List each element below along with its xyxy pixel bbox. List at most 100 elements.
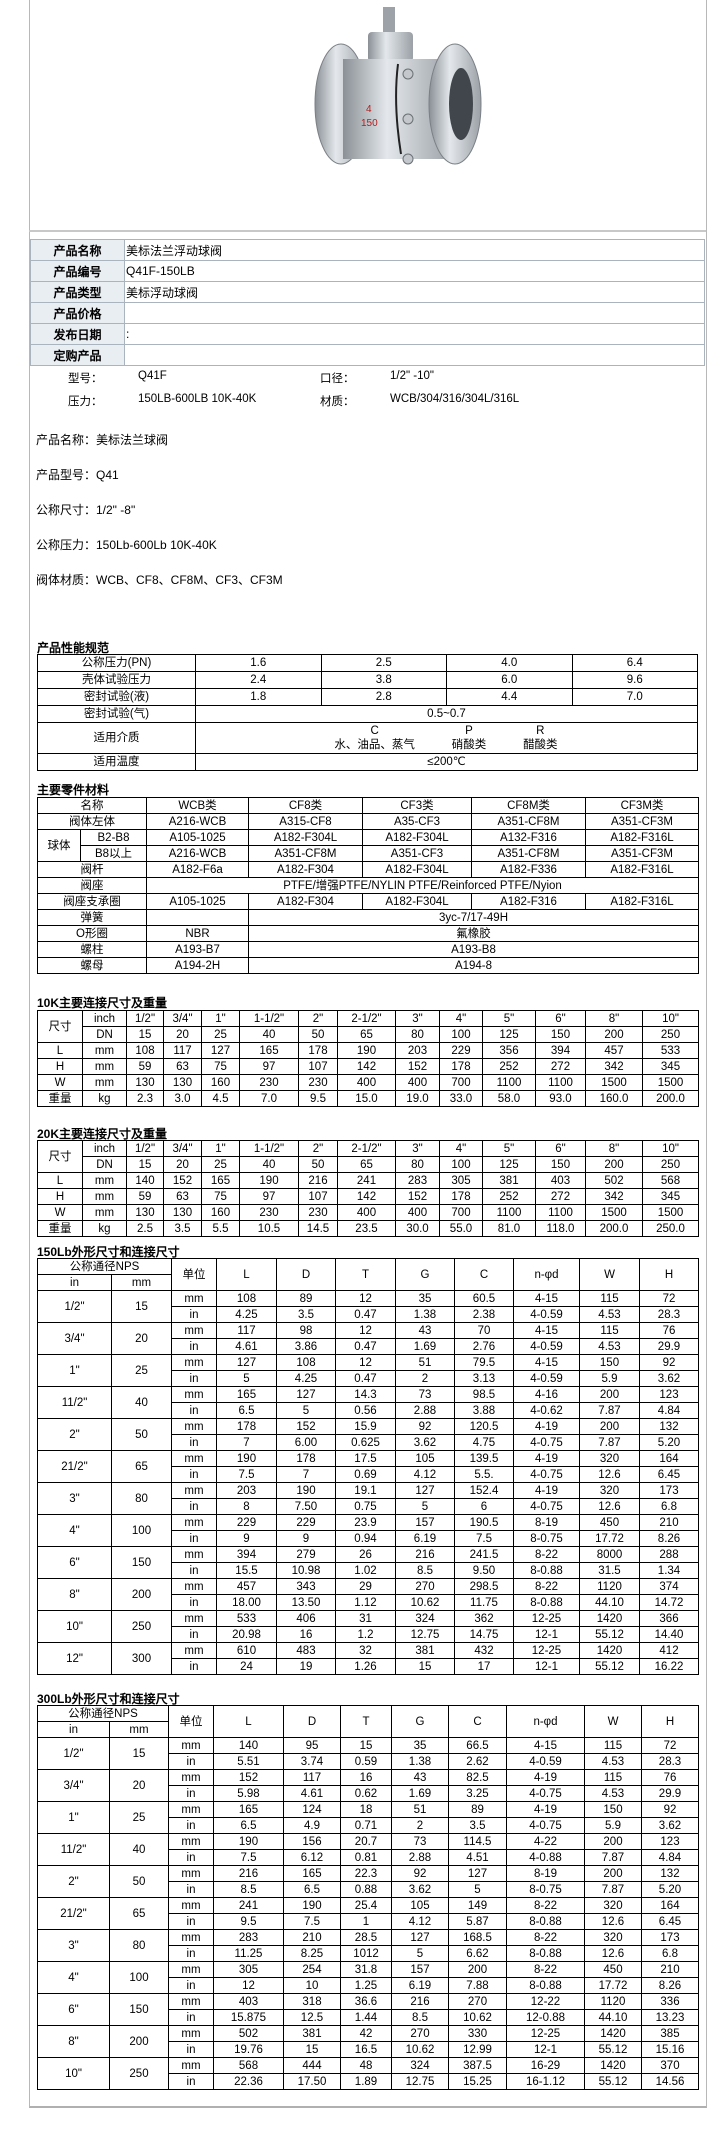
- dimension-cell: 10.98: [276, 1562, 336, 1579]
- info-row: 产品编号 Q41F-150LB: [30, 260, 705, 282]
- column-header: G: [391, 1705, 449, 1738]
- materials-row: B8以上 A216-WCB A351-CF8M A351-CF3 A351-CF8M A3…: [38, 845, 699, 862]
- flange-row: in 6.5 5 0.56 2.88 3.88 4-0.62 7.87 4.84: [38, 1402, 699, 1419]
- dimension-cell: 7.5: [283, 1913, 341, 1930]
- dims-dn: 40: [239, 1156, 299, 1173]
- flange-header: in mm: [37, 1721, 699, 1738]
- unit-cell: in: [171, 1338, 217, 1355]
- dims-dn: 20: [163, 1026, 202, 1043]
- dimension-cell: 98: [276, 1322, 336, 1339]
- flange-row: 3/4" 20 mm 152 117 16 43 82.5 4-19 115 76: [37, 1769, 699, 1802]
- size-mm: 200: [111, 1578, 172, 1611]
- dimension-cell: 17.50: [283, 2073, 341, 2090]
- dimension-cell: 200: [584, 1833, 642, 1850]
- dims-cell: 230: [239, 1074, 299, 1091]
- dimension-cell: 0.71: [340, 1817, 392, 1834]
- dims-dn: 125: [482, 1156, 536, 1173]
- nps-mm-header: mm: [109, 1721, 169, 1738]
- dimension-cell: 298.5: [454, 1578, 514, 1595]
- dimension-cell: 1.89: [340, 2073, 392, 2090]
- dimension-cell: 22.36: [213, 2073, 284, 2090]
- material-subpart: B2-B8: [80, 829, 147, 846]
- dims-cell: 59: [126, 1058, 164, 1075]
- dims-cell: 107: [298, 1188, 338, 1205]
- dimension-cell: 7: [276, 1466, 336, 1483]
- flange-row: in 5 4.25 0.47 2 3.13 4-0.59 5.9 3.62: [38, 1370, 699, 1387]
- line-product-model: 产品型号：Q41: [36, 468, 119, 482]
- materials-table: 名称 WCB类 CF8类 CF3类 CF8M类 CF3M类 阀体左体 A216-WCB A315…: [37, 797, 699, 974]
- dims-cell: 178: [298, 1042, 338, 1059]
- dimension-cell: 8-0.88: [506, 1945, 585, 1962]
- dimension-cell: 17.72: [584, 1977, 642, 1994]
- dims-20k-heading: 20K主要连接尺寸及重量: [37, 1127, 168, 1141]
- flange-row: 1" 25 mm 127 108 12 51 79.5 4-15 150 92: [37, 1354, 699, 1387]
- dimension-cell: 8-22: [506, 1897, 585, 1914]
- dimension-cell: 8000: [579, 1546, 640, 1563]
- dimension-cell: 16.22: [639, 1658, 699, 1675]
- dimension-cell: 6: [454, 1498, 514, 1515]
- material-cell: A182-F336: [471, 861, 586, 878]
- dimension-cell: 568: [213, 2057, 284, 2074]
- dimension-cell: 6.5: [283, 1881, 341, 1898]
- dimension-cell: 0.69: [335, 1466, 396, 1483]
- dims-cell: 63: [163, 1058, 202, 1075]
- dimension-cell: 3.62: [639, 1370, 699, 1387]
- flange-row: 1" 25 mm 165 124 18 51 89 4-19 150 92: [37, 1801, 699, 1834]
- dimension-cell: 444: [283, 2057, 341, 2074]
- dimension-cell: 4.53: [584, 1753, 642, 1770]
- material-cell: 3yc-7/17-49H: [248, 909, 699, 926]
- size-in: 21/2": [37, 1897, 110, 1930]
- dims-cell: 178: [439, 1058, 483, 1075]
- dims-cell: 230: [298, 1074, 338, 1091]
- info-label: 产品价格: [30, 302, 125, 324]
- dimension-cell: 4-15: [506, 1737, 585, 1754]
- dimension-cell: 4.61: [283, 1785, 341, 1802]
- dims-cell: 178: [439, 1188, 483, 1205]
- dimension-cell: 4-0.59: [513, 1338, 580, 1355]
- dimension-cell: 14.40: [639, 1626, 699, 1643]
- dimension-cell: 330: [448, 2025, 507, 2042]
- dimension-cell: 43: [395, 1322, 455, 1339]
- unit-cell: mm: [168, 1769, 214, 1786]
- dims-cell: 160: [201, 1074, 240, 1091]
- dimension-cell: 4.84: [639, 1402, 699, 1419]
- flange-row: in 5.98 4.61 0.62 1.69 3.25 4-0.75 4.53 29.9: [38, 1785, 699, 1802]
- dimension-cell: 51: [395, 1354, 455, 1371]
- dimension-cell: 12.6: [579, 1498, 640, 1515]
- dims-cell: 2.3: [126, 1090, 164, 1107]
- size-mm: 25: [109, 1801, 169, 1834]
- dimension-cell: 15.5: [216, 1562, 277, 1579]
- material-cell: A351-CF3M: [585, 845, 699, 862]
- dimension-cell: 320: [584, 1897, 642, 1914]
- dimension-cell: 20.7: [340, 1833, 392, 1850]
- dims-label: 重量: [37, 1220, 83, 1237]
- dimension-cell: 190: [213, 1833, 284, 1850]
- dimension-cell: 12-25: [513, 1610, 580, 1627]
- dims-cell: 342: [585, 1058, 643, 1075]
- unit-cell: in: [168, 1945, 214, 1962]
- dimension-cell: 8-22: [513, 1546, 580, 1563]
- dims-cell: 33.0: [439, 1090, 483, 1107]
- flange-row: in 15.875 12.5 1.44 8.5 10.62 12-0.88 44.10 13.2…: [38, 2009, 699, 2026]
- dims-cell: 568: [642, 1172, 699, 1189]
- size-mm: 100: [111, 1514, 172, 1547]
- dimension-cell: 6.19: [395, 1530, 455, 1547]
- dims-dn: 200: [585, 1156, 643, 1173]
- dimension-cell: 14.3: [335, 1386, 396, 1403]
- dims-cell: 130: [163, 1074, 202, 1091]
- material-cell: A182-F304: [248, 893, 363, 910]
- spec-label: 壳体试验压力: [37, 671, 196, 689]
- dimension-cell: 4.53: [579, 1338, 640, 1355]
- material-cell: 氟橡胶: [248, 925, 699, 942]
- dimension-cell: 200: [579, 1386, 640, 1403]
- medium-text: 水、油品、蒸气: [334, 739, 415, 751]
- dimension-cell: 73: [395, 1386, 455, 1403]
- unit-cell: in: [168, 1977, 214, 1994]
- dimension-cell: 0.56: [335, 1402, 396, 1419]
- dims-cell: 241: [337, 1172, 396, 1189]
- dimension-cell: 105: [391, 1897, 449, 1914]
- dimension-cell: 12-25: [506, 2025, 585, 2042]
- dims-size: 2": [298, 1140, 338, 1157]
- dims-size: 2": [298, 1010, 338, 1027]
